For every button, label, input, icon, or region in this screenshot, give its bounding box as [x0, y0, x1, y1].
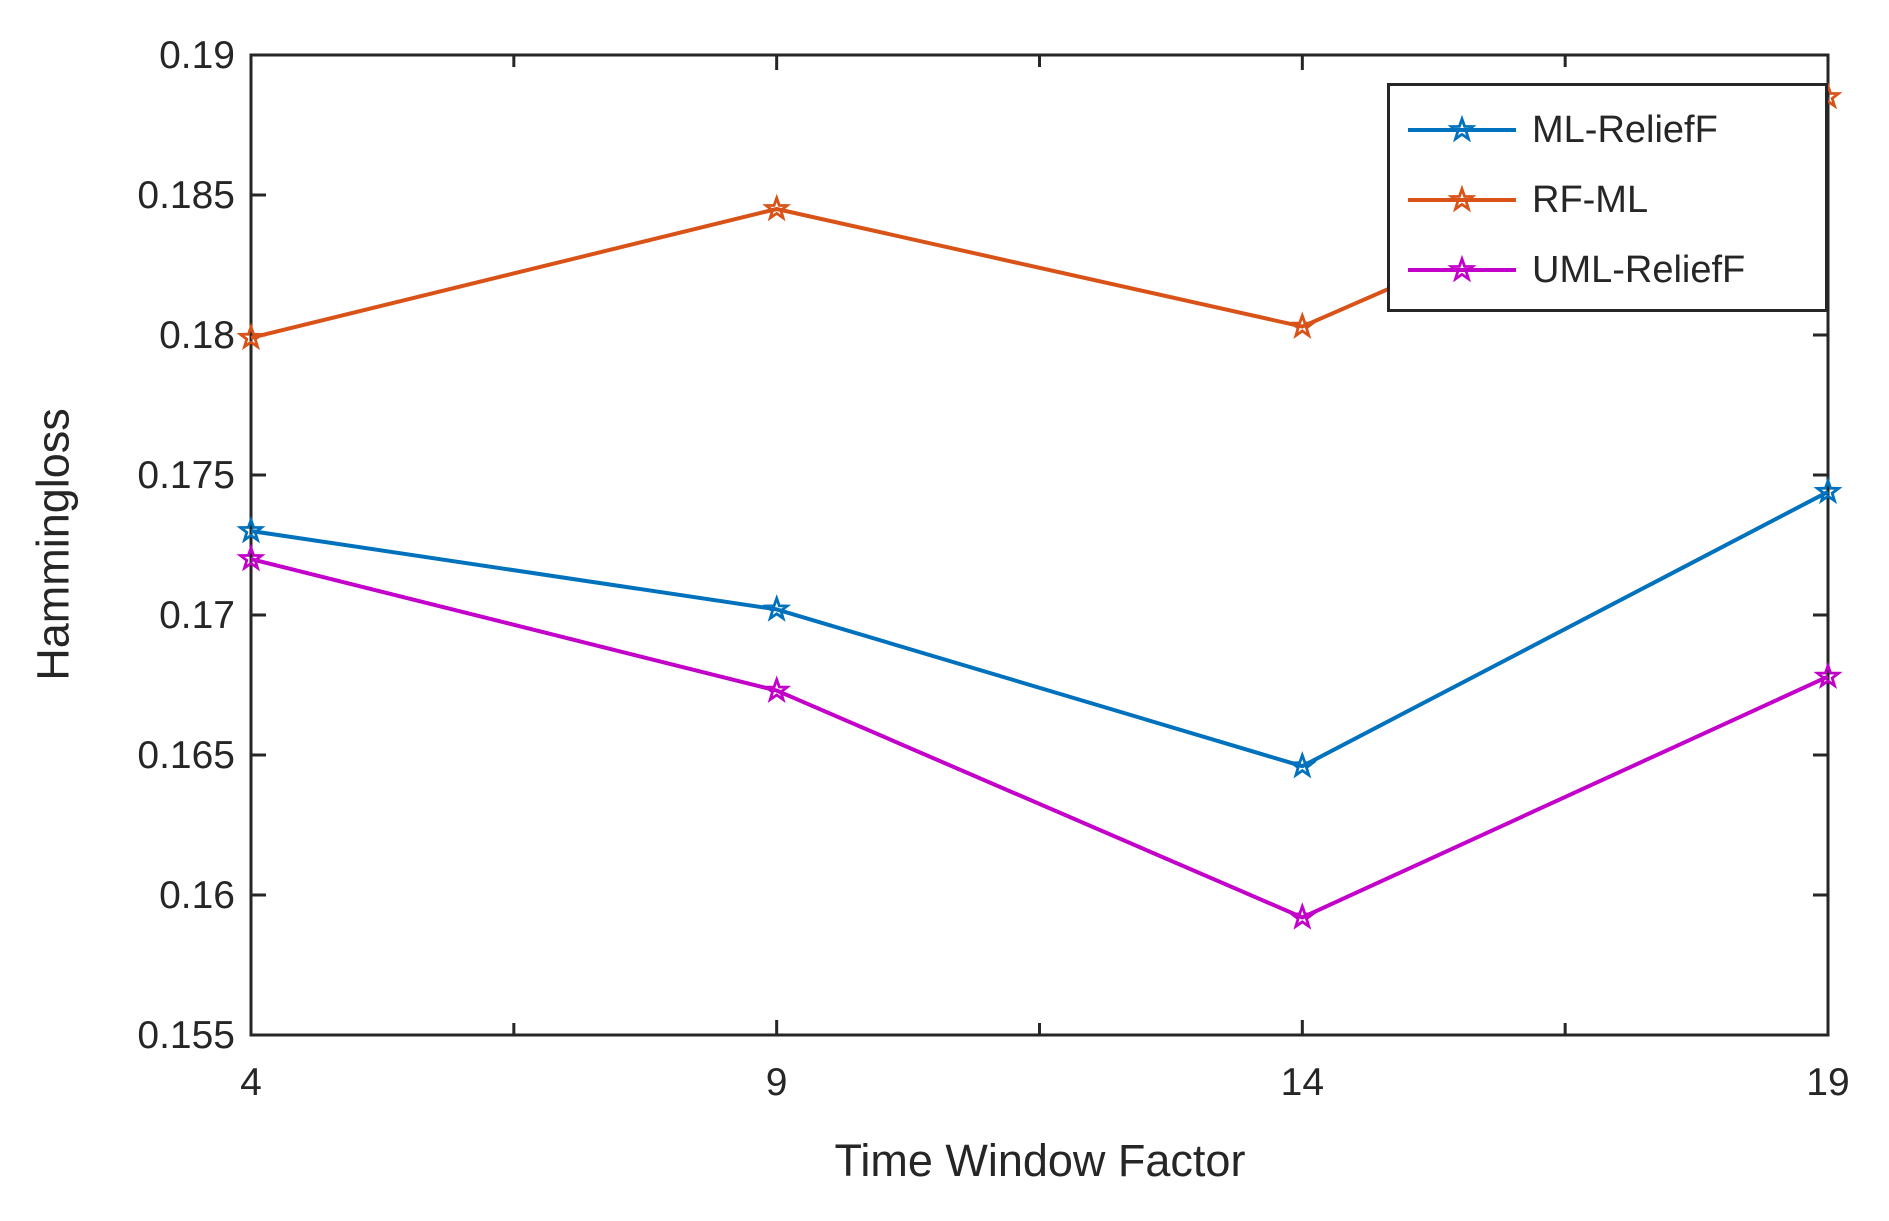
y-tick-label: 0.175: [137, 454, 235, 497]
legend: ML-ReliefF RF-ML UML-ReliefF: [1387, 83, 1828, 312]
data-point-marker-UML-ReliefF: [1813, 661, 1843, 689]
legend-item-RF-ML: RF-ML: [1406, 165, 1825, 235]
legend-item-UML-ReliefF: UML-ReliefF: [1406, 235, 1825, 305]
y-tick-label: 0.17: [159, 594, 235, 637]
y-tick-label: 0.18: [159, 314, 235, 357]
data-point-marker-ML-ReliefF: [762, 594, 792, 622]
series-line-ML-ReliefF: [250, 490, 1829, 769]
data-point-marker-RF-ML: [762, 193, 792, 222]
legend-label: RF-ML: [1532, 179, 1649, 221]
data-point-marker-ML-ReliefF: [1813, 476, 1843, 505]
y-tick-label: 0.16: [159, 874, 235, 917]
legend-line-marker-icon: [1408, 254, 1516, 283]
data-point-marker-ML-ReliefF: [1287, 750, 1317, 779]
y-tick-label: 0.19: [159, 34, 235, 77]
data-point-marker-UML-ReliefF: [236, 543, 266, 572]
x-tick-label: 4: [240, 1061, 262, 1104]
data-point-marker-UML-ReliefF: [1287, 902, 1317, 930]
x-axis-label: Time Window Factor: [834, 1135, 1246, 1186]
legend-label: ML-ReliefF: [1532, 109, 1718, 151]
y-axis-label: Hammingloss: [27, 408, 79, 681]
data-point-marker-UML-ReliefF: [762, 675, 792, 703]
y-tick-label: 0.165: [137, 734, 235, 777]
legend-line-marker-icon: [1408, 184, 1516, 213]
x-tick-label: 19: [1806, 1061, 1850, 1104]
legend-item-ML-ReliefF: ML-ReliefF: [1406, 95, 1825, 165]
data-point-marker-RF-ML: [236, 322, 266, 351]
x-tick-label: 9: [765, 1061, 788, 1104]
x-tick-label: 14: [1280, 1061, 1325, 1104]
y-tick-label: 0.185: [137, 174, 235, 217]
data-point-marker-ML-ReliefF: [236, 515, 266, 544]
legend-label: UML-ReliefF: [1532, 249, 1746, 291]
series-line-UML-ReliefF: [250, 557, 1829, 920]
data-point-marker-RF-ML: [1287, 311, 1317, 339]
legend-line-marker-icon: [1408, 114, 1516, 143]
y-tick-label: 0.155: [137, 1014, 235, 1057]
